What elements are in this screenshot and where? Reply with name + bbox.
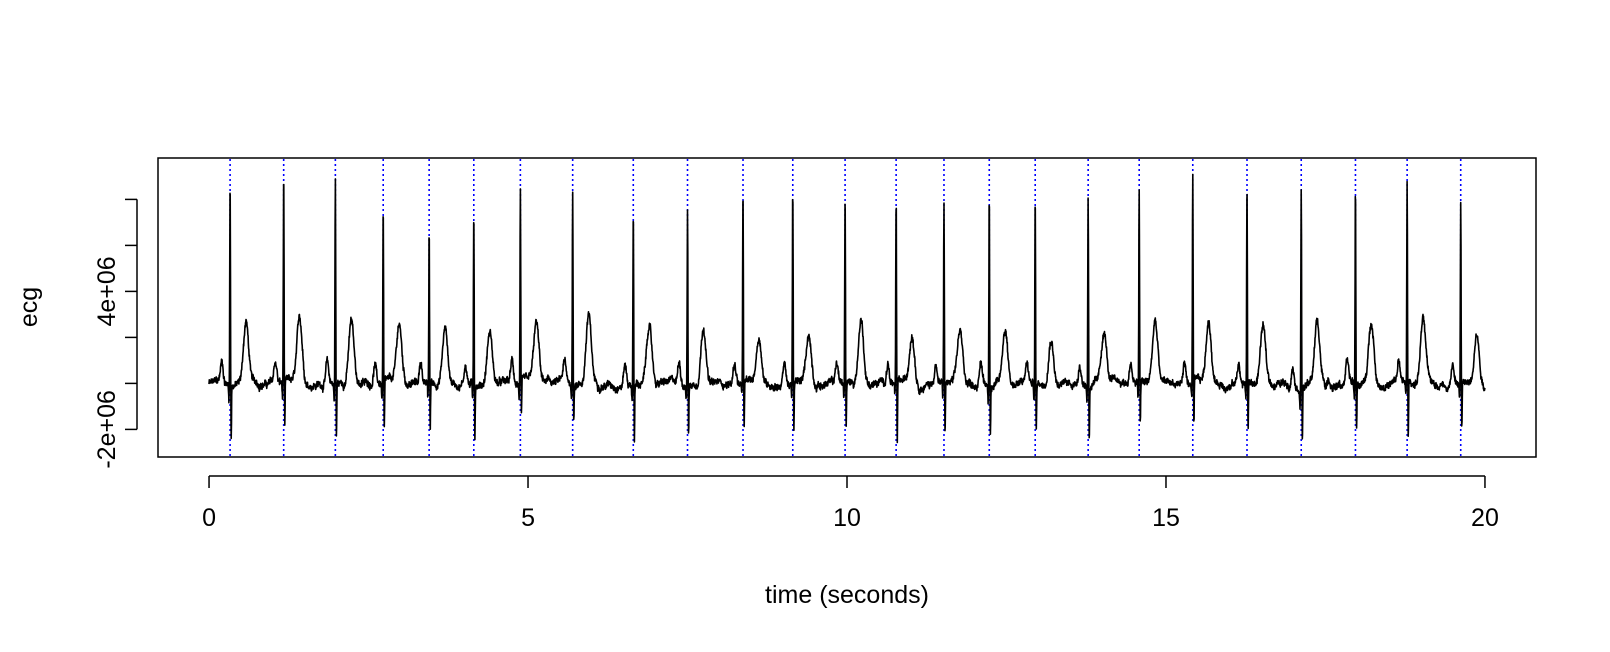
x-tick-label: 15 — [1152, 504, 1180, 532]
x-tick-label: 0 — [202, 504, 216, 532]
ecg-signal-line — [208, 173, 1486, 444]
y-axis: -2e+06 4e+06 — [93, 198, 138, 469]
x-tick-label: 5 — [521, 504, 535, 532]
x-tick-label: 20 — [1471, 504, 1499, 532]
x-axis-title: time (seconds) — [765, 581, 929, 609]
x-tick-label: 10 — [833, 504, 861, 532]
x-axis: 0 5 10 15 20 — [202, 475, 1499, 532]
plot-frame — [157, 157, 1537, 458]
y-axis-title: ecg — [15, 287, 43, 327]
y-tick-label: -2e+06 — [93, 390, 121, 469]
y-tick-label: 4e+06 — [93, 256, 121, 326]
